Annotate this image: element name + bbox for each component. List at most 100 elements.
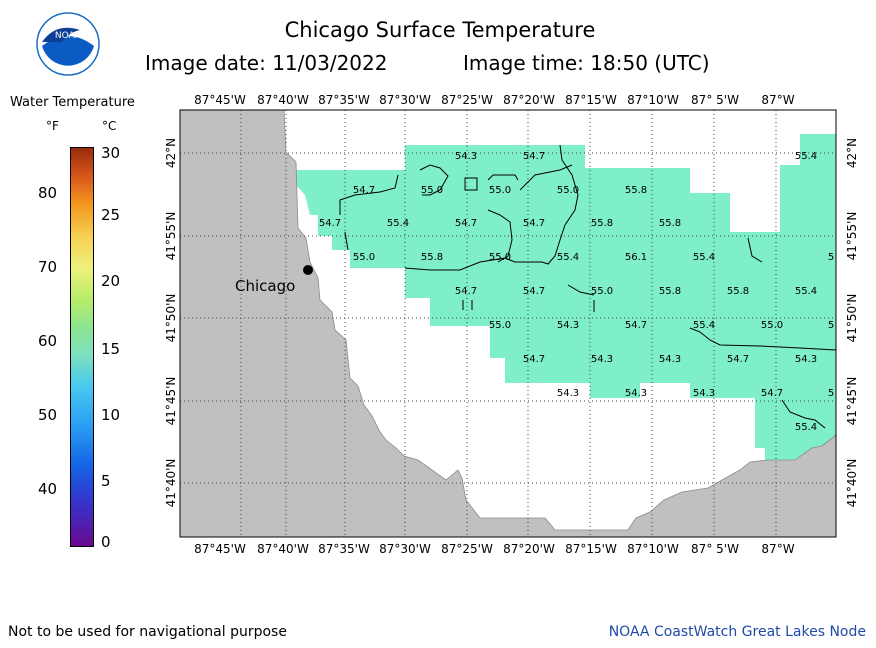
lon-label: 87°W: [761, 93, 794, 107]
lon-label: 87°40'W: [257, 542, 309, 556]
c-tick-30: 30: [101, 144, 121, 162]
lat-lon-grid: [180, 110, 836, 537]
map-frame: [179, 109, 837, 538]
lon-label: 87°15'W: [565, 93, 617, 107]
page-title: Chicago Surface Temperature: [284, 18, 596, 42]
temp-label: 55.0: [557, 185, 579, 196]
lon-label: 87°20'W: [503, 93, 555, 107]
lon-label: 87°25'W: [441, 93, 493, 107]
lon-label: 87°40'W: [257, 93, 309, 107]
temp-label: 55.8: [659, 286, 681, 297]
noaa-logo: NOAA: [36, 12, 100, 76]
lat-label: 42°N: [845, 138, 859, 168]
temp-label: 54.3: [455, 151, 477, 162]
temp-label: 54.7: [319, 218, 341, 229]
lon-label: 87°45'W: [194, 93, 246, 107]
lon-label: 87°W: [761, 542, 794, 556]
f-tick-70: 70: [38, 258, 58, 276]
temp-label: 54.3: [693, 388, 715, 399]
temp-label: 55.0: [421, 185, 443, 196]
temp-label: 54.3: [591, 354, 613, 365]
temp-label: 55.4: [693, 252, 715, 263]
lon-labels-top: 87°45'W 87°40'W 87°35'W 87°30'W 87°25'W …: [194, 93, 795, 107]
lon-label: 87°25'W: [441, 542, 493, 556]
temp-label: 55.0: [591, 286, 613, 297]
temp-label: 5: [828, 320, 834, 331]
f-tick-60: 60: [38, 332, 58, 350]
temp-label: 54.7: [625, 320, 647, 331]
temp-label: 54.7: [353, 185, 375, 196]
noaa-logo-text: NOAA: [55, 31, 82, 41]
c-tick-5: 5: [101, 472, 111, 490]
temp-label: 55.8: [591, 218, 613, 229]
temp-label: 5: [828, 388, 834, 399]
temp-label: 55.4: [693, 320, 715, 331]
temp-label: 55.8: [625, 185, 647, 196]
lat-label: 41°45'N: [845, 377, 859, 426]
temp-label: 55.4: [557, 252, 579, 263]
unit-celsius: °C: [102, 119, 117, 133]
temp-label: 54.3: [659, 354, 681, 365]
f-tick-40: 40: [38, 480, 58, 498]
isotherm-contours: [339, 144, 837, 429]
water-temperature-area: [296, 134, 836, 470]
temp-label: 54.7: [523, 354, 545, 365]
temp-label: 54.7: [761, 388, 783, 399]
temp-label: 55.8: [421, 252, 443, 263]
lon-label: 87° 5'W: [691, 93, 739, 107]
image-time: Image time: 18:50 (UTC): [463, 51, 710, 75]
disclaimer: Not to be used for navigational purpose: [8, 624, 287, 640]
temp-label: 55.0: [353, 252, 375, 263]
chicago-marker-icon: [303, 265, 313, 275]
temp-label: 55.4: [795, 286, 817, 297]
c-tick-10: 10: [101, 406, 121, 424]
temp-label: 54.7: [727, 354, 749, 365]
lat-label: 41°50'N: [845, 294, 859, 343]
lat-label: 41°40'N: [164, 459, 178, 508]
temp-label: 54.3: [557, 388, 579, 399]
c-tick-20: 20: [101, 272, 121, 290]
c-tick-15: 15: [101, 340, 121, 358]
f-tick-50: 50: [38, 406, 58, 424]
temp-label: 55.8: [727, 286, 749, 297]
lon-label: 87°15'W: [565, 542, 617, 556]
lat-labels-left: 42°N 41°55'N 41°50'N 41°45'N 41°40'N: [164, 138, 178, 508]
lon-label: 87°30'W: [379, 542, 431, 556]
lon-label: 87°35'W: [318, 542, 370, 556]
lat-label: 41°55'N: [845, 212, 859, 261]
lon-label: 87°30'W: [379, 93, 431, 107]
lon-label: 87° 5'W: [691, 542, 739, 556]
temp-label: 54.3: [625, 388, 647, 399]
lat-labels-right: 42°N 41°55'N 41°50'N 41°45'N 41°40'N: [845, 138, 859, 508]
temp-label: 55.8: [659, 218, 681, 229]
image-date: Image date: 11/03/2022: [145, 51, 388, 75]
temp-label: 55.0: [489, 185, 511, 196]
temp-label: 54.3: [557, 320, 579, 331]
city-label: Chicago: [235, 277, 295, 295]
lat-label: 41°55'N: [164, 212, 178, 261]
temp-label: 55.4: [387, 218, 409, 229]
lat-label: 41°40'N: [845, 459, 859, 508]
temp-label: 54.7: [523, 286, 545, 297]
f-tick-80: 80: [38, 184, 58, 202]
color-scale-bar: [70, 147, 94, 547]
lon-label: 87°10'W: [627, 542, 679, 556]
lon-labels-bottom: 87°45'W 87°40'W 87°35'W 87°30'W 87°25'W …: [194, 542, 795, 556]
lon-label: 87°20'W: [503, 542, 555, 556]
temp-label: 54.3: [795, 354, 817, 365]
lon-label: 87°35'W: [318, 93, 370, 107]
lon-label: 87°10'W: [627, 93, 679, 107]
lat-label: 41°45'N: [164, 377, 178, 426]
c-tick-0: 0: [101, 533, 111, 551]
temp-label: 55.4: [795, 422, 817, 433]
temp-label: 55.4: [795, 151, 817, 162]
land-mass: [179, 109, 837, 538]
temp-label: 54.7: [455, 218, 477, 229]
temp-label: 56.1: [625, 252, 647, 263]
lat-label: 42°N: [164, 138, 178, 168]
unit-fahrenheit: °F: [46, 119, 59, 133]
temp-label: 55.0: [761, 320, 783, 331]
c-tick-25: 25: [101, 206, 121, 224]
temperature-labels: 54.3 54.7 55.4 54.7 55.0 55.0 55.0 55.8 …: [319, 151, 834, 433]
